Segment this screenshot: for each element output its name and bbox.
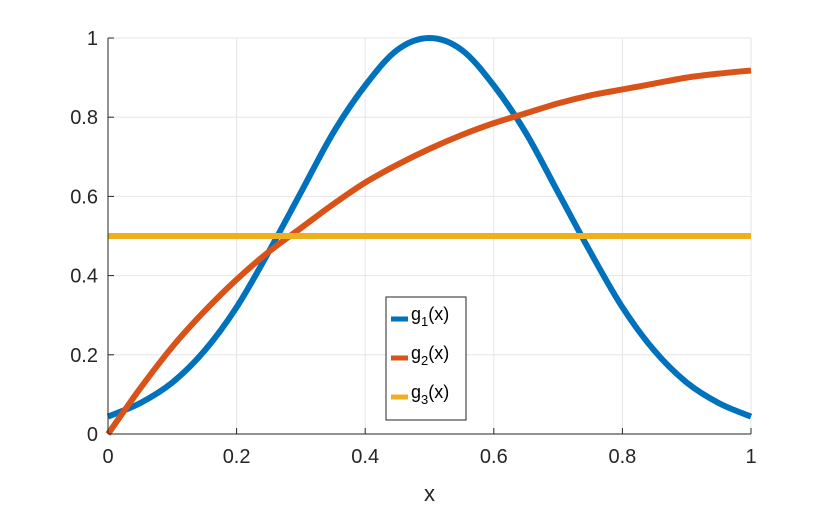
x-tick-label: 0 <box>102 446 113 468</box>
y-tick-label: 0 <box>87 424 98 446</box>
x-tick-label: 0.4 <box>351 446 379 468</box>
axes <box>107 37 752 435</box>
x-tick-label: 0.8 <box>608 446 636 468</box>
series-line-2 <box>105 67 752 436</box>
y-tick-label: 1 <box>87 28 98 50</box>
x-tick-label: 0.6 <box>480 446 508 468</box>
y-tick-label: 0.8 <box>70 107 98 129</box>
legend: g1(x) g2(x) g3(x) <box>385 296 467 421</box>
x-axis-label: x <box>424 481 435 506</box>
series-line-1 <box>106 35 753 420</box>
legend-label: g1(x) <box>411 304 449 329</box>
tick-labels: 0 0.2 0.4 0.6 0.8 1 0 0.2 0.4 0.6 0.8 1 <box>70 28 756 468</box>
series-layer <box>105 35 753 436</box>
y-tick-label: 0.4 <box>70 266 98 288</box>
y-tick-label: 0.2 <box>70 345 98 367</box>
x-tick-label: 1 <box>745 446 756 468</box>
x-tick-label: 0.2 <box>223 446 251 468</box>
legend-label: g3(x) <box>411 382 449 407</box>
y-tick-label: 0.6 <box>70 186 98 208</box>
legend-label: g2(x) <box>411 343 449 368</box>
